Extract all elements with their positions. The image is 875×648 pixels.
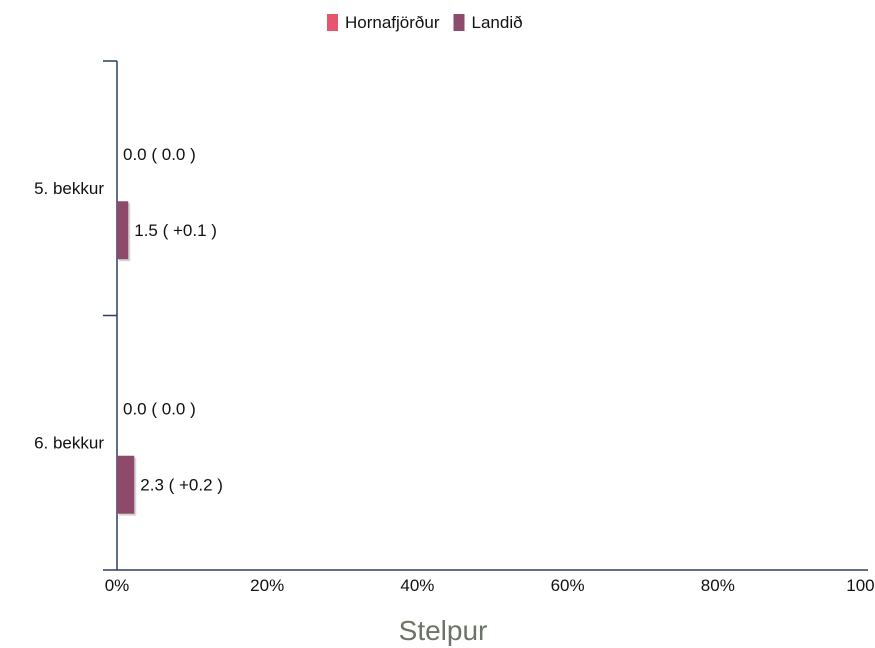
x-tick-label: 0%: [105, 576, 130, 595]
x-tick-label: 60%: [551, 576, 585, 595]
legend: Hornafjörður Landið: [327, 13, 523, 32]
data-label: 0.0 ( 0.0 ): [123, 145, 196, 164]
x-axis-title: Stelpur: [399, 615, 488, 646]
category-label: 5. bekkur: [34, 179, 104, 198]
legend-item: Hornafjörður: [327, 13, 440, 32]
data-label: 1.5 ( +0.1 ): [134, 221, 217, 240]
bars: 0.0 ( 0.0 ) 1.5 ( +0.1 ) 0.0 ( 0.0 ) 2.3 ( …: [117, 145, 223, 516]
x-tick-label: 20%: [250, 576, 284, 595]
x-tick-label: 80%: [701, 576, 735, 595]
x-tick-label: 40%: [400, 576, 434, 595]
legend-swatch: [327, 14, 338, 31]
legend-label: Hornafjörður: [345, 13, 440, 32]
data-label: 0.0 ( 0.0 ): [123, 399, 196, 418]
legend-swatch: [453, 14, 465, 31]
axes: [116, 61, 868, 571]
axis-ticks: 0% 20% 40% 60% 80% 100% 5. bekkur 6. bekkur: [34, 60, 875, 595]
legend-label: Landið: [472, 13, 523, 32]
category-label: 6. bekkur: [34, 434, 104, 453]
legend-item: Landið: [453, 13, 523, 32]
x-tick-label: 100%: [846, 576, 875, 595]
bar: [117, 201, 129, 260]
bar: [117, 455, 135, 514]
data-label: 2.3 ( +0.2 ): [140, 476, 223, 495]
